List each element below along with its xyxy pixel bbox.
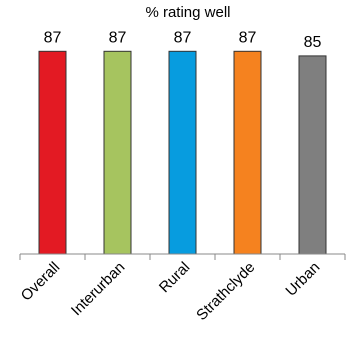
bar-urban <box>298 55 327 255</box>
value-labels-group: 87 87 87 87 85 <box>44 29 322 51</box>
tick-label-rural: Rural <box>156 259 193 296</box>
bar-interurban <box>103 50 132 255</box>
tick-label-overall: Overall <box>18 259 64 305</box>
bar-rural <box>168 50 197 255</box>
tick-label-urban: Urban <box>282 259 323 300</box>
value-label-urban: 85 <box>304 34 322 51</box>
tick-label-strathclyde: Strathclyde <box>193 259 258 324</box>
x-axis-ticks <box>19 254 346 260</box>
x-axis-tick-labels: Overall Interurban Rural Strathclyde Urban <box>18 259 324 324</box>
bars-group <box>38 50 327 255</box>
value-label-rural: 87 <box>174 29 192 46</box>
value-label-overall: 87 <box>44 29 62 46</box>
value-label-interurban: 87 <box>109 29 127 46</box>
chart-title: % rating well <box>145 4 230 21</box>
bar-overall <box>38 50 67 255</box>
tick-label-interurban: Interurban <box>68 259 128 319</box>
value-label-strathclyde: 87 <box>239 29 257 46</box>
bar-strathclyde <box>233 50 262 255</box>
